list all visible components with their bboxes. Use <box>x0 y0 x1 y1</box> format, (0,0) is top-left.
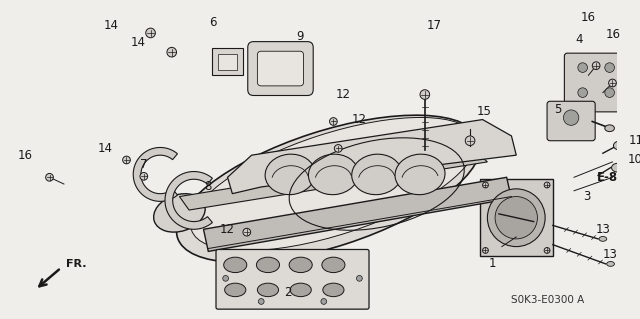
Ellipse shape <box>612 163 623 172</box>
Circle shape <box>605 88 614 97</box>
Text: 6: 6 <box>209 16 217 29</box>
Text: 14: 14 <box>104 19 118 32</box>
Ellipse shape <box>607 262 614 266</box>
Circle shape <box>488 189 545 247</box>
Text: 3: 3 <box>583 190 590 203</box>
Circle shape <box>420 90 429 99</box>
Circle shape <box>334 145 342 152</box>
Text: E-8: E-8 <box>597 171 618 184</box>
Ellipse shape <box>265 154 315 195</box>
Circle shape <box>45 174 53 181</box>
Ellipse shape <box>224 257 247 272</box>
Text: 4: 4 <box>575 33 582 46</box>
Text: 16: 16 <box>18 149 33 162</box>
FancyBboxPatch shape <box>480 179 553 256</box>
Circle shape <box>330 118 337 125</box>
Ellipse shape <box>322 257 345 272</box>
Text: 1: 1 <box>488 257 496 271</box>
Circle shape <box>465 136 475 145</box>
Text: 14: 14 <box>98 142 113 155</box>
Polygon shape <box>133 147 177 201</box>
Circle shape <box>609 79 616 87</box>
Text: 13: 13 <box>595 223 611 236</box>
Ellipse shape <box>599 236 607 241</box>
Polygon shape <box>165 172 212 229</box>
Text: 17: 17 <box>427 19 442 32</box>
Ellipse shape <box>289 257 312 272</box>
Text: 7: 7 <box>140 158 148 171</box>
Ellipse shape <box>605 125 614 132</box>
Ellipse shape <box>225 283 246 297</box>
Text: 10: 10 <box>627 153 640 167</box>
Text: 12: 12 <box>220 223 235 236</box>
Circle shape <box>223 276 228 281</box>
Text: FR.: FR. <box>66 259 86 269</box>
Text: 12: 12 <box>335 88 351 101</box>
Text: 9: 9 <box>296 30 303 43</box>
Text: 5: 5 <box>554 103 561 116</box>
FancyBboxPatch shape <box>248 41 313 95</box>
FancyBboxPatch shape <box>216 249 369 309</box>
Circle shape <box>544 248 550 253</box>
Text: 13: 13 <box>602 248 617 261</box>
Circle shape <box>243 228 251 236</box>
Text: 2: 2 <box>284 286 292 299</box>
Text: 11: 11 <box>629 134 640 147</box>
Text: 14: 14 <box>131 36 145 49</box>
FancyBboxPatch shape <box>547 101 595 141</box>
FancyBboxPatch shape <box>257 51 303 86</box>
Circle shape <box>578 88 588 97</box>
Text: 15: 15 <box>477 105 492 118</box>
Circle shape <box>544 182 550 188</box>
Text: 16: 16 <box>606 28 621 41</box>
Circle shape <box>259 299 264 304</box>
FancyBboxPatch shape <box>218 54 237 70</box>
Circle shape <box>140 173 148 180</box>
Circle shape <box>146 28 156 38</box>
Text: 8: 8 <box>205 181 212 193</box>
Ellipse shape <box>257 257 280 272</box>
Ellipse shape <box>614 141 625 150</box>
Ellipse shape <box>177 115 481 263</box>
Circle shape <box>483 182 488 188</box>
Ellipse shape <box>154 194 205 232</box>
Circle shape <box>495 197 538 239</box>
Ellipse shape <box>395 154 445 195</box>
Circle shape <box>321 299 326 304</box>
Text: S0K3-E0300 A: S0K3-E0300 A <box>511 294 585 305</box>
Circle shape <box>356 276 362 281</box>
Text: 12: 12 <box>352 113 367 126</box>
Circle shape <box>167 48 177 57</box>
Ellipse shape <box>191 117 476 251</box>
Polygon shape <box>204 177 511 251</box>
Ellipse shape <box>352 154 402 195</box>
Circle shape <box>605 63 614 72</box>
Circle shape <box>592 62 600 70</box>
FancyBboxPatch shape <box>564 53 628 112</box>
Ellipse shape <box>290 283 311 297</box>
FancyBboxPatch shape <box>212 48 243 75</box>
Circle shape <box>578 63 588 72</box>
Polygon shape <box>179 148 488 210</box>
Circle shape <box>563 110 579 125</box>
Ellipse shape <box>308 154 358 195</box>
Text: 16: 16 <box>581 11 596 24</box>
Ellipse shape <box>257 283 278 297</box>
Ellipse shape <box>323 283 344 297</box>
Circle shape <box>483 248 488 253</box>
Polygon shape <box>228 120 516 194</box>
Circle shape <box>123 156 131 164</box>
